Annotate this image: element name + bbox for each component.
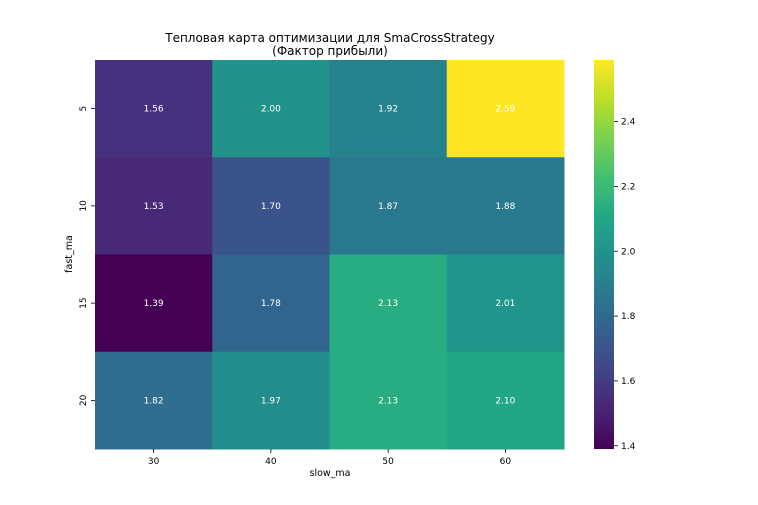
cell-value-label: 1.39 [144,299,164,309]
cell-value-label: 2.01 [495,299,515,309]
y-tick-label: 15 [79,297,89,308]
cell-value-label: 1.53 [144,202,164,212]
heatmap-cell [95,254,213,353]
cell-value-label: 1.88 [495,202,515,212]
cell-value-label: 2.59 [495,105,515,115]
y-axis-label: fast_ma [64,235,75,273]
heatmap-cell [446,254,565,353]
x-tick-label: 40 [265,457,277,467]
chart-title-line2: (Фактор прибыли) [272,44,388,58]
heatmap-cell [329,351,448,450]
y-tick-label: 5 [79,106,89,112]
colorbar: 1.4 1.6 1.8 2.0 2.2 2.4 [594,60,636,452]
colorbar-tick-label: 2.4 [621,118,636,128]
colorbar-tick-label: 1.4 [621,442,636,452]
heatmap-cell [212,254,330,353]
colorbar-gradient [594,60,614,449]
heatmap-cell [329,157,448,255]
cell-value-label: 1.92 [378,105,398,115]
x-axis-label: slow_ma [310,468,351,479]
x-axis-ticks: 30 40 50 60 [148,449,511,467]
colorbar-tick-label: 1.6 [621,377,636,387]
cell-value-label: 2.10 [495,396,515,406]
colorbar-tick-label: 1.8 [621,312,636,322]
cell-value-label: 1.97 [261,396,281,406]
heatmap-cell [446,60,565,158]
heatmap-cell [212,157,330,255]
y-tick-label: 20 [79,394,89,406]
heatmap-cell [95,60,213,158]
x-tick-label: 30 [148,457,160,467]
heatmap-cell [329,254,448,353]
y-axis-ticks: 5 10 15 20 [79,106,95,406]
heatmap-cell [95,157,213,255]
heatmap-cells [95,60,565,450]
heatmap-cell [329,60,448,158]
cell-value-label: 1.82 [144,396,164,406]
y-tick-label: 10 [79,200,89,212]
chart-title-line1: Тепловая карта оптимизации для SmaCrossS… [164,31,495,45]
cell-value-label: 2.00 [261,105,281,115]
colorbar-tick-label: 2.2 [621,182,635,192]
heatmap-cell [446,351,565,450]
cell-value-label: 1.78 [261,299,281,309]
heatmap-cell [212,60,330,158]
x-tick-label: 50 [382,457,394,467]
cell-value-label: 1.56 [144,105,164,115]
cell-value-label: 2.13 [378,299,398,309]
heatmap-cell [212,351,330,450]
heatmap-cell-labels: 1.56 2.00 1.92 2.59 1.53 1.70 1.87 1.88 1.39 1.78… [144,105,516,407]
cell-value-label: 1.87 [378,202,398,212]
cell-value-label: 1.70 [261,202,281,212]
heatmap-cell [446,157,565,255]
x-tick-label: 60 [500,457,512,467]
cell-value-label: 2.13 [378,396,398,406]
colorbar-tick-label: 2.0 [621,247,636,257]
heatmap-cell [95,351,213,450]
